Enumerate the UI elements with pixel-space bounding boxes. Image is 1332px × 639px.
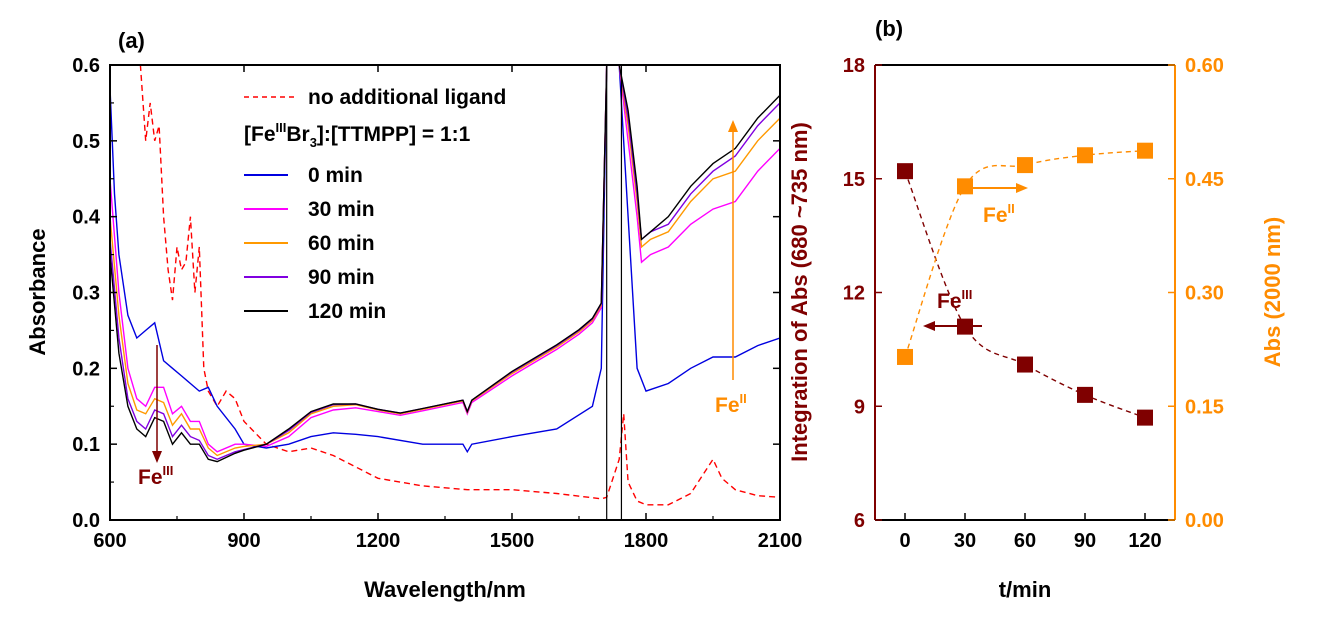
- legend-item-label: 0 min: [308, 164, 363, 187]
- x-axis-label-a: Wavelength/nm: [364, 577, 526, 602]
- right-arrow-icon: [1016, 183, 1028, 193]
- right-tick-label-b: 0.60: [1185, 55, 1224, 77]
- data-point-fe3: [1077, 386, 1093, 403]
- x-tick-label-b: 0: [899, 530, 910, 552]
- x-tick-label-a: 900: [227, 530, 260, 552]
- right-tick-label-b: 0.30: [1185, 283, 1224, 305]
- y-axis-label-a: Absorbance: [25, 228, 50, 355]
- y-tick-label-a: 0.0: [72, 510, 100, 532]
- series-line-30-min: [110, 65, 780, 453]
- legend-item-label: 120 min: [308, 300, 386, 323]
- x-tick-label-a: 2100: [758, 530, 803, 552]
- left-tick-label-b: 9: [854, 396, 865, 418]
- data-point-fe2: [1077, 147, 1093, 164]
- left-tick-label-b: 18: [843, 55, 865, 77]
- svg-text:FeIII: FeIII: [138, 463, 173, 489]
- data-point-fe3: [1137, 409, 1153, 426]
- right-tick-label-b: 0.45: [1185, 169, 1224, 191]
- series-line-120-min: [110, 65, 780, 463]
- x-tick-label-a: 600: [93, 530, 126, 552]
- fe3-annotation-b: FeIII: [923, 287, 982, 331]
- data-point-fe2: [1137, 142, 1153, 159]
- series-line-no-additional-ligand: [139, 65, 780, 506]
- x-tick-label-b: 120: [1128, 530, 1161, 552]
- legend-a: no additional ligand [FeIIIBr3]:[TTMPP] …: [244, 86, 506, 323]
- y-tick-label-a: 0.6: [72, 55, 100, 77]
- legend-dashed-label: no additional ligand: [308, 86, 506, 109]
- panel-b: 0 30 60 90 120 6 9 12 15 18 0.00 0.15 0.30 0.45 0.60 t…: [787, 55, 1285, 602]
- data-point-fe3: [1017, 356, 1033, 373]
- left-arrow-icon: [923, 321, 935, 331]
- svg-text:FeII: FeII: [983, 201, 1015, 227]
- legend-header: [FeIIIBr3]:[TTMPP] = 1:1: [244, 120, 471, 150]
- x-tick-label-b: 60: [1014, 530, 1036, 552]
- left-tick-label-b: 12: [843, 283, 865, 305]
- x-tick-label-a: 1800: [624, 530, 669, 552]
- legend-item-label: 60 min: [308, 232, 375, 255]
- data-point-fe3: [897, 163, 913, 180]
- left-tick-label-b: 6: [854, 510, 865, 532]
- legend-item-label: 90 min: [308, 266, 375, 289]
- x-axis-label-b: t/min: [999, 577, 1052, 602]
- data-point-fe2: [1017, 157, 1033, 174]
- y-tick-label-a: 0.1: [72, 434, 100, 456]
- left-tick-label-b: 15: [843, 169, 865, 191]
- data-point-fe2: [897, 348, 913, 365]
- down-arrow-icon: [152, 451, 162, 463]
- series-line-0-min: [110, 65, 780, 454]
- fe3-annotation-a: FeIII: [138, 345, 173, 489]
- x-tick-label-b: 90: [1074, 530, 1096, 552]
- panel-a-label: (a): [118, 28, 145, 53]
- legend-item-label: 30 min: [308, 198, 375, 221]
- x-tick-label-b: 30: [954, 530, 976, 552]
- fe2-annotation-b: FeII: [963, 183, 1028, 227]
- y-tick-label-a: 0.5: [72, 131, 100, 153]
- left-axis-label-b: Integration of Abs (680 ~735 nm): [787, 122, 812, 462]
- right-axis-label-b: Abs (2000 nm): [1260, 217, 1285, 367]
- x-tick-label-a: 1500: [490, 530, 535, 552]
- y-tick-label-a: 0.4: [72, 207, 101, 229]
- right-tick-label-b: 0.00: [1185, 510, 1224, 532]
- fe2-annotation-a: FeII: [715, 120, 747, 417]
- svg-text:FeIII: FeIII: [937, 287, 972, 313]
- y-tick-label-a: 0.2: [72, 358, 100, 380]
- right-tick-label-b: 0.15: [1185, 396, 1224, 418]
- data-point-fe2: [957, 178, 973, 195]
- up-arrow-icon: [728, 120, 738, 132]
- panel-a: 600 900 1200 1500 1800 2100 0.0 0.1 0.2 0.3 0.4 0.5…: [25, 55, 802, 602]
- panel-b-label: (b): [875, 16, 903, 41]
- y-tick-label-a: 0.3: [72, 283, 100, 305]
- svg-text:FeII: FeII: [715, 391, 747, 417]
- fit-curve-fe3: [904, 170, 1146, 419]
- x-tick-label-a: 1200: [356, 530, 401, 552]
